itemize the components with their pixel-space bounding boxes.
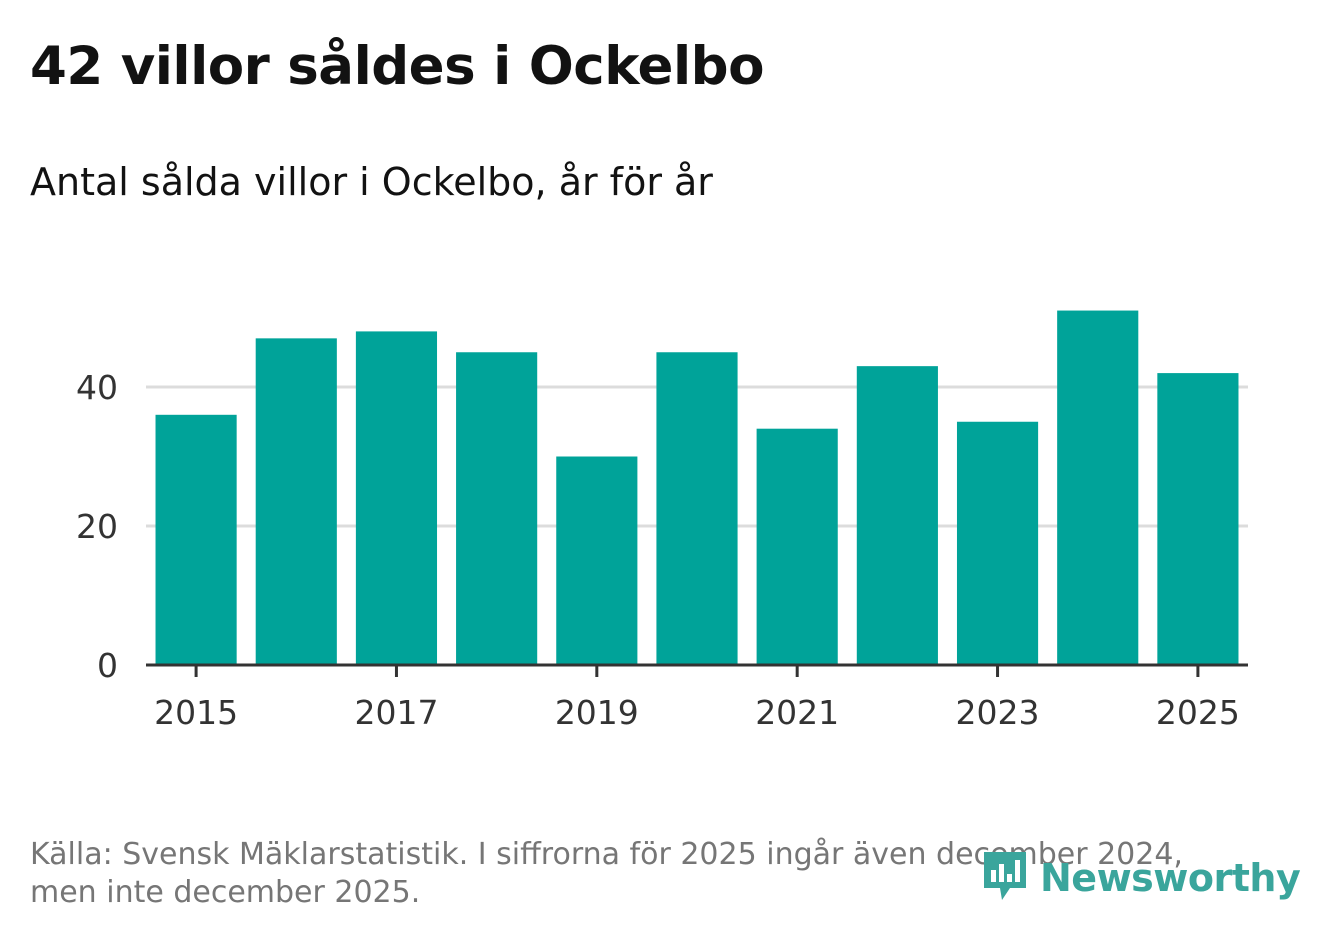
x-tick-label: 2025: [1156, 693, 1240, 732]
x-tick-label: 2023: [956, 693, 1040, 732]
bar-2024: [1057, 310, 1139, 665]
bar-2021: [756, 428, 838, 665]
bar-2020: [656, 352, 738, 665]
bar-2023: [956, 421, 1039, 665]
y-tick-label: 40: [76, 368, 118, 407]
x-tick-label: 2015: [154, 693, 238, 732]
bar-2022: [856, 366, 938, 665]
x-tick-label: 2021: [755, 693, 839, 732]
x-tick-label: 2019: [555, 693, 639, 732]
y-tick-label: 0: [97, 646, 118, 685]
bar-chart: 0 20 40 2015 2017 2019 2021 2023 2025: [76, 310, 1248, 732]
bar-2017: [355, 331, 438, 665]
bar-2015: [155, 414, 237, 665]
logo-text: Newsworthy: [1040, 856, 1301, 900]
bar-2019: [556, 456, 638, 665]
chart-title: 42 villor såldes i Ockelbo: [30, 36, 765, 97]
x-tick-label: 2017: [354, 693, 438, 732]
newsworthy-logo: Newsworthy: [980, 848, 1301, 908]
bar-2016: [255, 338, 337, 665]
bar-2025: [1157, 373, 1239, 665]
y-tick-label: 20: [76, 507, 118, 546]
newsworthy-logo-icon: [984, 852, 1026, 900]
chart-subtitle: Antal sålda villor i Ockelbo, år för år: [30, 160, 713, 204]
bar-2018: [456, 352, 538, 665]
